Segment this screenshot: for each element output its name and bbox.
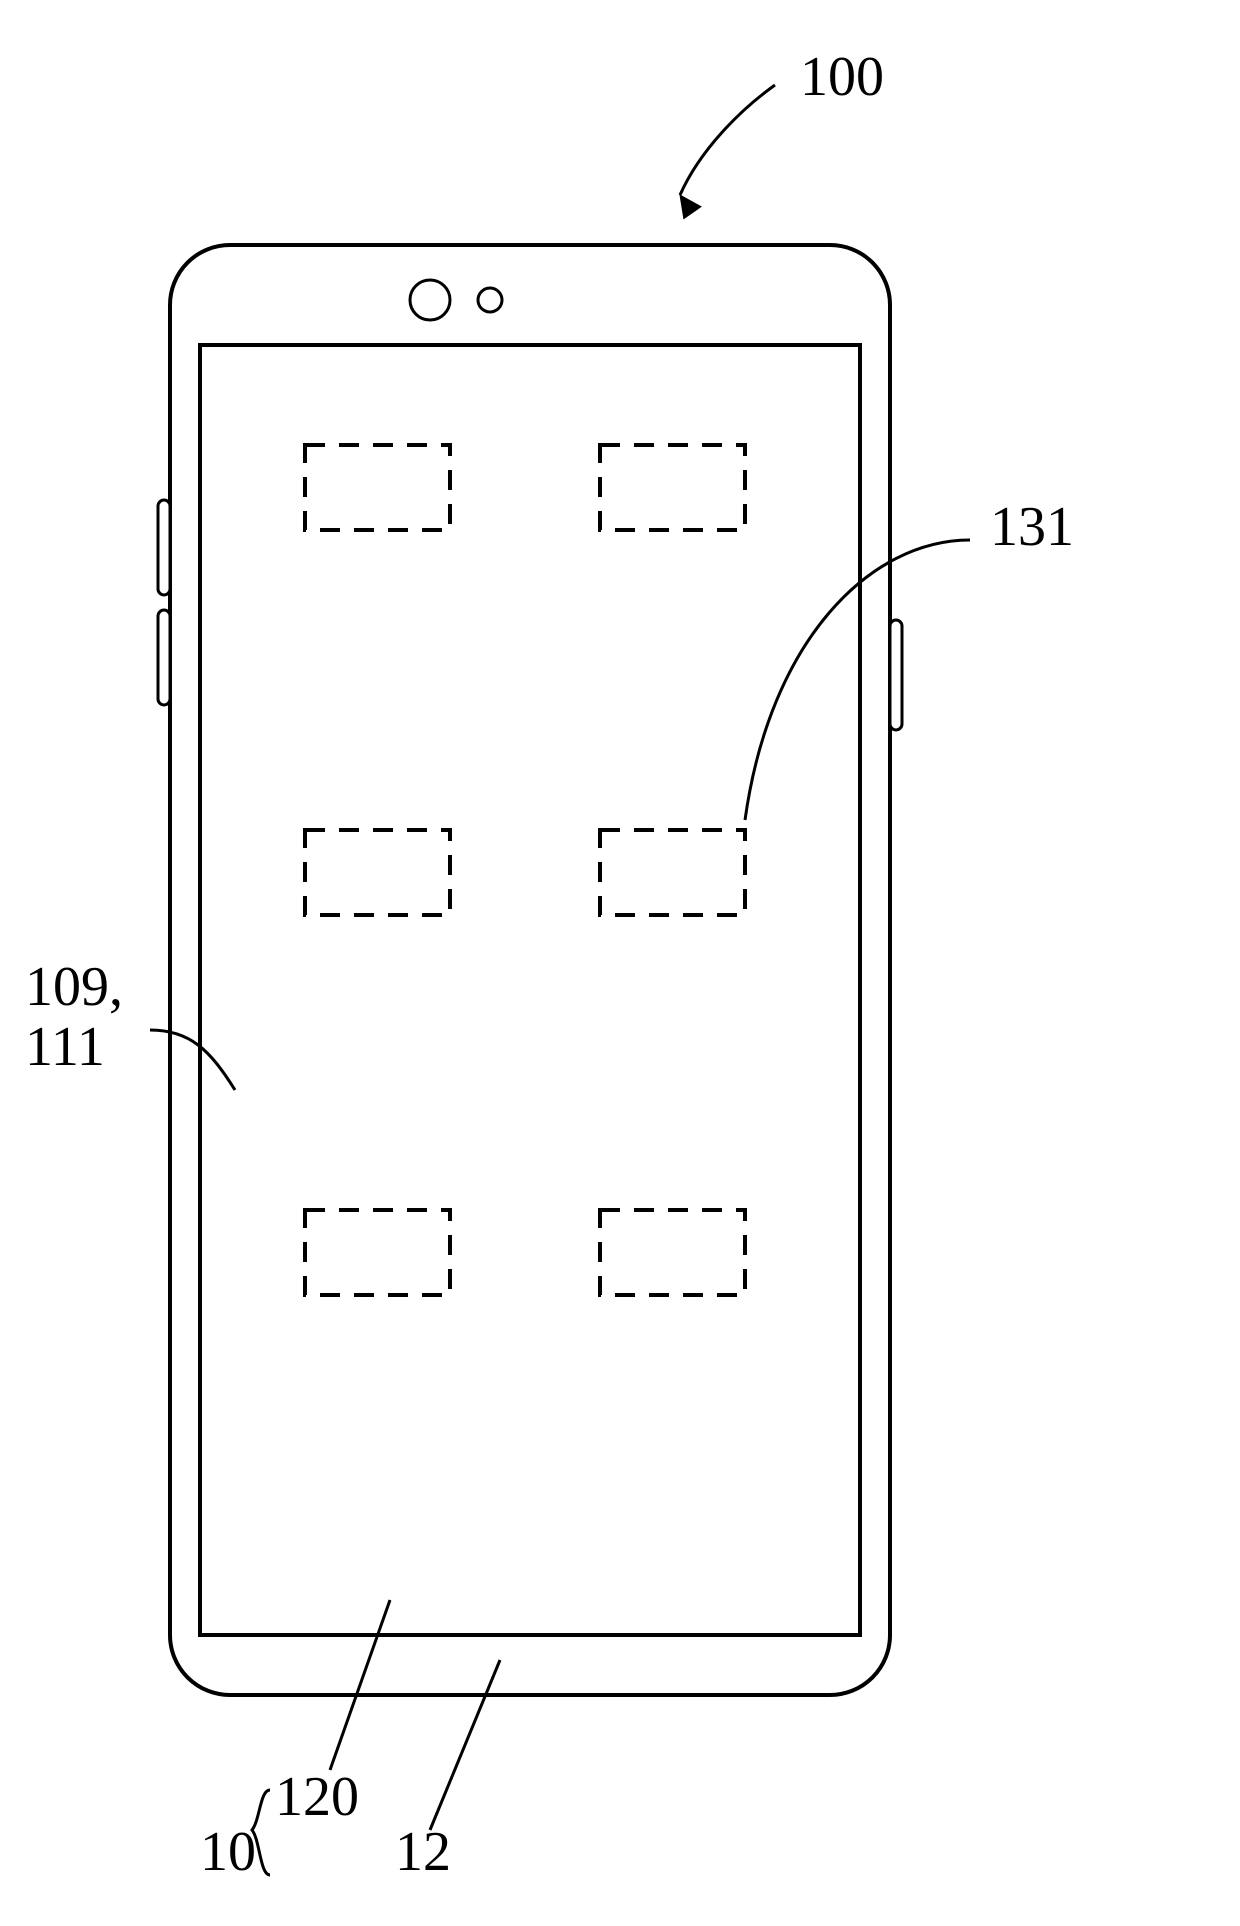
- label-120: 120: [275, 1766, 359, 1828]
- dashed-region-4: [600, 830, 745, 915]
- label-111: 111: [25, 1016, 105, 1078]
- label-109: 109,: [25, 956, 123, 1018]
- camera-small: [478, 288, 502, 312]
- leader-100: [680, 85, 775, 195]
- leader-12: [430, 1660, 500, 1830]
- leader-109-111: [150, 1030, 235, 1090]
- dashed-region-2: [600, 445, 745, 530]
- side-button-left-1: [158, 500, 170, 595]
- label-12: 12: [395, 1821, 451, 1883]
- dashed-region-1: [305, 445, 450, 530]
- side-button-right-1: [890, 620, 902, 730]
- dashed-region-6: [600, 1210, 745, 1295]
- label-131: 131: [990, 496, 1074, 558]
- side-button-left-2: [158, 610, 170, 705]
- dashed-region-5: [305, 1210, 450, 1295]
- leader-131: [745, 540, 970, 820]
- label-100: 100: [800, 46, 884, 108]
- phone-body: [170, 245, 890, 1695]
- dashed-region-3: [305, 830, 450, 915]
- phone-screen: [200, 345, 860, 1635]
- leader-120: [330, 1600, 390, 1770]
- camera-large: [410, 280, 450, 320]
- arrowhead-100: [680, 195, 701, 219]
- label-10: 10: [200, 1821, 256, 1883]
